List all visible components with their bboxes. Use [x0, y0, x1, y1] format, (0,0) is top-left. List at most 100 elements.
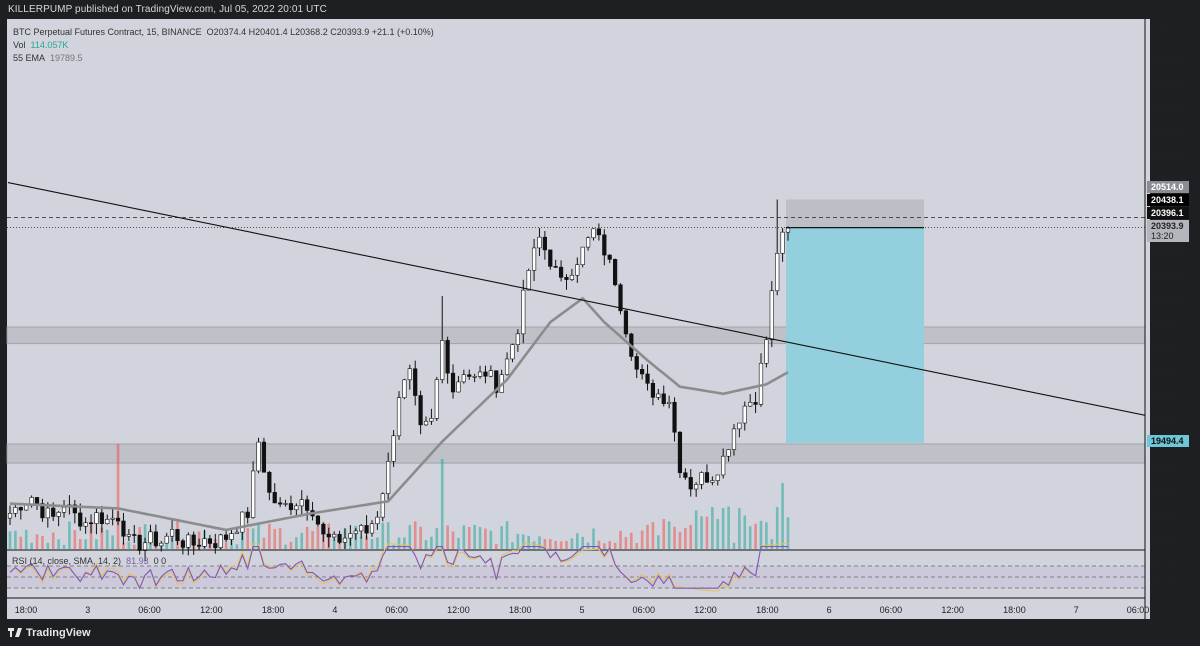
ohlc-values: O20374.4 H20401.4 L20368.2 C20393.9 +21.… [206, 27, 434, 37]
volume-bar [738, 508, 741, 549]
volume-bar [246, 528, 250, 549]
candle-body [591, 228, 596, 239]
volume-bar [684, 527, 687, 549]
candle-body [99, 512, 104, 524]
time-tick-label: 12:00 [447, 605, 470, 615]
chart-legend: BTC Perpetual Futures Contract, 15, BINA… [13, 26, 434, 65]
volume-bar [295, 537, 298, 549]
candle-body [34, 497, 40, 504]
candle-body [613, 259, 618, 286]
volume-bar [732, 542, 736, 549]
candle-body [710, 480, 715, 483]
candle-body [272, 492, 277, 504]
time-tick-label: 18:00 [756, 605, 779, 615]
candle-body [596, 228, 602, 236]
rsi-tick-label: 40.00 [1153, 577, 1176, 587]
volume-bar [19, 536, 23, 549]
price-tick-label: 19600.0 [1153, 413, 1186, 423]
candle-body [283, 503, 288, 505]
volume-bar [743, 515, 747, 549]
volume-bar [435, 528, 439, 549]
time-tick-label: 06:00 [1127, 605, 1150, 615]
volume-bar [311, 531, 314, 549]
candle-body [342, 537, 348, 543]
candle-body [699, 472, 704, 485]
candle-body [137, 534, 142, 551]
price-label-value: 20438.1 [1151, 195, 1184, 205]
time-tick-label: 06:00 [633, 605, 656, 615]
volume-bar [8, 531, 12, 549]
price-zone [6, 443, 1146, 464]
volume-bar [759, 520, 763, 549]
chart-panel[interactable] [7, 19, 1150, 619]
candle-body [688, 477, 693, 490]
volume-bar [419, 526, 422, 549]
position-stop-area [786, 199, 924, 228]
candle-body [753, 402, 758, 405]
symbol-name: BTC Perpetual Futures Contract, 15, BINA… [13, 27, 202, 37]
volume-bar [667, 521, 671, 549]
volume-bar [35, 534, 39, 549]
rsi-legend: RSI (14, close, SMA, 14, 2) 81.93 0 0 [12, 556, 166, 566]
ema-value: 19789.5 [50, 53, 83, 63]
time-axis: 18:00 3 06:00 12:00 18:00 4 06:00 12:00 18:00 5 06… [7, 597, 1150, 615]
volume-bar [538, 536, 541, 549]
volume-bar [170, 537, 174, 549]
candle-body [694, 484, 699, 490]
volume-bar [51, 532, 55, 549]
candle-body [467, 374, 472, 377]
candle-body [569, 274, 574, 280]
volume-bar [592, 528, 595, 549]
volume-bar [716, 518, 720, 549]
volume-bar [781, 483, 784, 549]
volume-bar [689, 525, 693, 549]
price-tick-label: 19700.0 [1153, 389, 1186, 399]
candle-body [105, 519, 110, 524]
volume-bar [116, 444, 120, 549]
tradingview-logo-icon [8, 628, 22, 637]
candle-body [61, 506, 67, 513]
candle-body [142, 542, 148, 551]
candle-body [229, 533, 234, 540]
volume-bar [770, 539, 774, 549]
candle-body [353, 530, 358, 534]
candle-body [580, 246, 585, 266]
price-label-value: 20393.9 [1151, 221, 1184, 231]
price-tick-label: 21000.0 [1153, 78, 1186, 88]
volume-bar [397, 537, 401, 549]
volume-bar [381, 522, 385, 549]
candle-body [256, 441, 261, 472]
candle-body [704, 472, 710, 483]
volume-bar [657, 535, 660, 549]
candle-body [332, 533, 337, 538]
candle-body [510, 344, 515, 360]
volume-bar [278, 528, 282, 549]
volume-bar [727, 506, 730, 549]
candle-body [504, 358, 510, 375]
candle-body [240, 511, 245, 533]
time-tick-label: 06:00 [385, 605, 408, 615]
candle-body [196, 544, 202, 547]
volume-bar [89, 522, 93, 549]
candle-body [261, 441, 267, 473]
volume-bar [673, 526, 676, 549]
candle-body [564, 277, 569, 280]
candle-body [477, 371, 483, 377]
volume-bar [316, 526, 320, 549]
volume-bar [68, 521, 71, 549]
candle-body [288, 503, 294, 511]
candle-body [369, 523, 375, 534]
volume-bar [370, 539, 374, 549]
candle-body [305, 499, 310, 511]
rsi-extra: 0 0 [153, 556, 167, 566]
time-tick-label: 5 [579, 605, 584, 615]
candle-body [623, 310, 629, 335]
candle-body [640, 369, 645, 375]
rsi-value: 81.93 [126, 556, 149, 566]
candle-body [661, 393, 666, 404]
candle-body [537, 236, 542, 249]
volume-bar [640, 530, 644, 549]
candle-body [461, 374, 466, 383]
volume-bar [613, 542, 617, 549]
